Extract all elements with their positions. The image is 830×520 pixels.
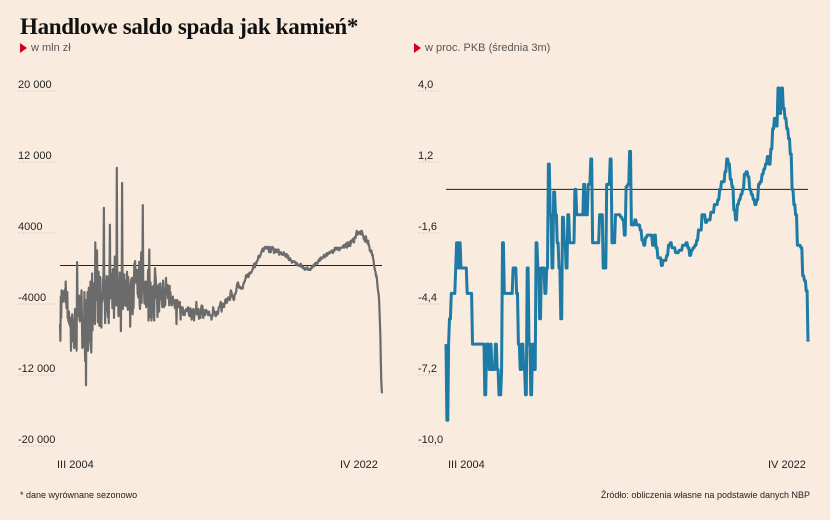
right-ytick-label: 1,2 <box>418 150 433 162</box>
left-series-line <box>58 166 384 394</box>
right-series-line <box>444 86 810 422</box>
left-ytick-label: -20 000 <box>18 434 55 446</box>
left-x-end-label: IV 2022 <box>340 459 378 471</box>
left-ytick-label: 12 000 <box>18 150 52 162</box>
red-triangle-icon <box>414 43 421 53</box>
left-unit-label: w mln zł <box>31 42 71 54</box>
left-ytick-label: -4000 <box>18 292 46 304</box>
right-ytick-label: -1,6 <box>418 221 437 233</box>
footnote: * dane wyrównane sezonowo <box>20 490 138 500</box>
source-note: Źródło: obliczenia własne na podstawie d… <box>600 490 810 500</box>
right-ytick-label: -4,4 <box>418 292 437 304</box>
red-triangle-icon <box>20 43 27 53</box>
right-x-start-label: III 2004 <box>448 459 485 471</box>
right-ytick-label: -7,2 <box>418 363 437 375</box>
right-unit-label: w proc. PKB (średnia 3m) <box>425 42 551 54</box>
right-x-end-label: IV 2022 <box>768 459 806 471</box>
chart-title: Handlowe saldo spada jak kamień* <box>20 14 359 39</box>
left-ytick-label: -12 000 <box>18 363 55 375</box>
left-x-start-label: III 2004 <box>57 459 94 471</box>
left-subtitle: w mln zł <box>20 42 71 54</box>
right-ytick-label: 4,0 <box>418 79 433 91</box>
left-ytick-label: 4000 <box>18 221 42 233</box>
left-ytick-label: 20 000 <box>18 79 52 91</box>
right-ytick-label: -10,0 <box>418 434 443 446</box>
right-subtitle: w proc. PKB (średnia 3m) <box>414 42 550 54</box>
